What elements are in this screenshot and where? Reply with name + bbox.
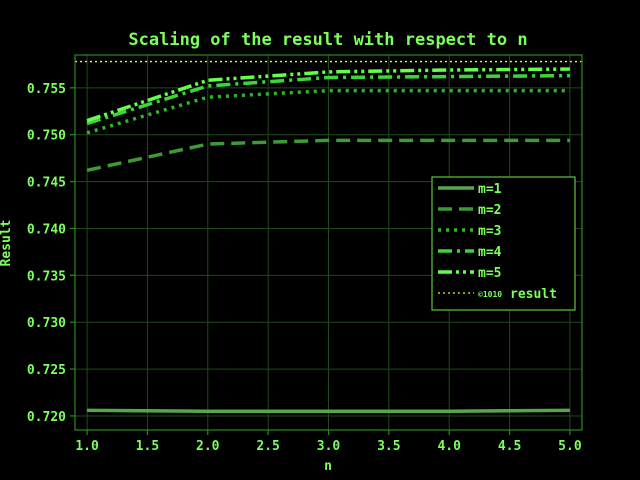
x-tick-label: 5.0 — [558, 439, 582, 454]
x-tick-label: 2.5 — [256, 439, 279, 454]
chart-title: Scaling of the result with respect to n — [128, 30, 527, 50]
x-tick-label: 1.0 — [75, 439, 99, 454]
y-axis-label: Result — [0, 220, 14, 267]
legend: m=1 m=2 m=3 m=4 m=5 ©1010 result — [431, 176, 576, 311]
series-line-m=1 — [87, 408, 570, 413]
legend-label: m=4 — [478, 245, 502, 260]
x-axis-label: n — [324, 459, 332, 474]
x-axis: 1.0 1.5 2.0 2.5 3.0 3.5 4.0 4.5 5.0 — [75, 430, 582, 454]
x-tick-label: 2.0 — [196, 439, 220, 454]
y-tick-label: 0.740 — [27, 222, 66, 237]
x-tick-label: 4.0 — [437, 439, 461, 454]
series-line-m=2 — [86, 138, 570, 173]
legend-label: m=2 — [478, 203, 501, 218]
x-tick-label: 3.0 — [317, 439, 341, 454]
legend-label: m=3 — [478, 224, 501, 239]
y-tick-label: 0.750 — [27, 129, 66, 144]
legend-label: result — [510, 287, 557, 302]
y-axis: 0.720 0.725 0.730 0.735 0.740 0.745 0.750 0.755 — [27, 82, 75, 425]
series-line-m=5 — [86, 67, 570, 123]
series-line-m=4 — [86, 73, 570, 126]
x-tick-label: 4.5 — [498, 439, 521, 454]
plot-area — [75, 60, 582, 413]
y-tick-label: 0.735 — [27, 269, 66, 284]
y-tick-label: 0.745 — [27, 176, 66, 191]
legend-box — [431, 176, 576, 311]
x-tick-label: 1.5 — [136, 439, 159, 454]
y-tick-label: 0.720 — [27, 410, 66, 425]
legend-label: m=5 — [478, 266, 501, 281]
y-tick-label: 0.730 — [27, 316, 66, 331]
legend-label-prefix: ©1010 — [478, 290, 502, 299]
y-tick-label: 0.725 — [27, 363, 66, 378]
legend-label: m=1 — [478, 182, 502, 197]
x-tick-label: 3.5 — [377, 439, 400, 454]
y-tick-label: 0.755 — [27, 82, 66, 97]
